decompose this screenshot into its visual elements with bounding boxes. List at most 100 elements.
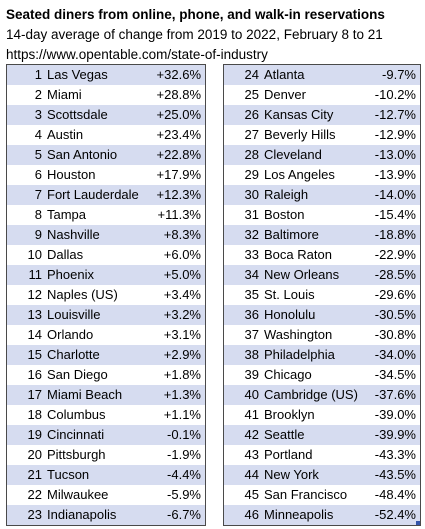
- table-row[interactable]: 1 Las Vegas +32.6%: [7, 65, 205, 85]
- table-row[interactable]: 33 Boca Raton -22.9%: [224, 245, 420, 265]
- rank-cell[interactable]: 11: [28, 267, 43, 282]
- rank-cell[interactable]: 3: [34, 107, 42, 122]
- city-cell[interactable]: Columbus: [47, 407, 106, 422]
- table-row[interactable]: 35 St. Louis -29.6%: [224, 285, 420, 305]
- change-cell[interactable]: -6.7%: [167, 507, 201, 522]
- change-cell[interactable]: -10.2%: [374, 87, 416, 102]
- city-cell[interactable]: Fort Lauderdale: [47, 187, 139, 202]
- city-cell[interactable]: San Francisco: [264, 487, 348, 502]
- table-row[interactable]: 23 Indianapolis -6.7%: [7, 505, 205, 525]
- city-cell[interactable]: Miami: [47, 87, 82, 102]
- rank-cell[interactable]: 45: [244, 487, 259, 502]
- change-cell[interactable]: +1.8%: [163, 367, 201, 382]
- rank-cell[interactable]: 17: [27, 387, 42, 402]
- city-cell[interactable]: Dallas: [47, 247, 84, 262]
- rank-cell[interactable]: 44: [244, 467, 259, 482]
- rank-cell[interactable]: 23: [27, 507, 42, 522]
- city-cell[interactable]: New York: [264, 467, 319, 482]
- city-cell[interactable]: Minneapolis: [264, 507, 334, 522]
- rank-cell[interactable]: 36: [244, 307, 259, 322]
- fill-handle-icon[interactable]: [416, 521, 420, 525]
- table-row[interactable]: 5 San Antonio +22.8%: [7, 145, 205, 165]
- city-cell[interactable]: Tucson: [47, 467, 90, 482]
- rank-cell[interactable]: 4: [34, 127, 42, 142]
- city-cell[interactable]: Houston: [47, 167, 96, 182]
- city-cell[interactable]: San Diego: [47, 367, 108, 382]
- table-row[interactable]: 36 Honolulu -30.5%: [224, 305, 420, 325]
- city-cell[interactable]: Louisville: [47, 307, 101, 322]
- city-cell[interactable]: Orlando: [47, 327, 94, 342]
- city-cell[interactable]: Denver: [264, 87, 306, 102]
- rank-cell[interactable]: 14: [27, 327, 42, 342]
- change-cell[interactable]: +5.0%: [163, 267, 201, 282]
- change-cell[interactable]: -43.5%: [374, 467, 416, 482]
- change-cell[interactable]: -13.0%: [374, 147, 416, 162]
- rank-cell[interactable]: 16: [27, 367, 42, 382]
- rank-cell[interactable]: 35: [244, 287, 259, 302]
- rank-cell[interactable]: 43: [244, 447, 259, 462]
- rank-cell[interactable]: 1: [34, 67, 42, 82]
- rank-cell[interactable]: 34: [244, 267, 259, 282]
- city-cell[interactable]: Honolulu: [264, 307, 316, 322]
- change-cell[interactable]: +3.1%: [163, 327, 201, 342]
- table-row[interactable]: 11 Phoenix +5.0%: [7, 265, 205, 285]
- rank-cell[interactable]: 40: [244, 387, 259, 402]
- change-cell[interactable]: -13.9%: [374, 167, 416, 182]
- city-cell[interactable]: Naples (US): [47, 287, 118, 302]
- city-cell[interactable]: Boca Raton: [264, 247, 332, 262]
- city-cell[interactable]: Nashville: [47, 227, 100, 242]
- city-cell[interactable]: Austin: [47, 127, 84, 142]
- city-cell[interactable]: Las Vegas: [47, 67, 108, 82]
- change-cell[interactable]: +25.0%: [156, 107, 201, 122]
- table-row[interactable]: 34 New Orleans -28.5%: [224, 265, 420, 285]
- city-cell[interactable]: Boston: [264, 207, 305, 222]
- rank-cell[interactable]: 22: [27, 487, 42, 502]
- change-cell[interactable]: -30.8%: [374, 327, 416, 342]
- change-cell[interactable]: -37.6%: [374, 387, 416, 402]
- change-cell[interactable]: +11.3%: [157, 207, 202, 222]
- rank-cell[interactable]: 2: [34, 87, 42, 102]
- city-cell[interactable]: Miami Beach: [47, 387, 123, 402]
- rank-cell[interactable]: 8: [34, 207, 42, 222]
- rank-cell[interactable]: 42: [244, 427, 259, 442]
- table-row[interactable]: 19 Cincinnati -0.1%: [7, 425, 205, 445]
- city-cell[interactable]: Scottsdale: [47, 107, 108, 122]
- change-cell[interactable]: -29.6%: [374, 287, 416, 302]
- change-cell[interactable]: -34.0%: [374, 347, 416, 362]
- change-cell[interactable]: +6.0%: [163, 247, 201, 262]
- change-cell[interactable]: +3.2%: [163, 307, 201, 322]
- rank-cell[interactable]: 38: [244, 347, 259, 362]
- city-cell[interactable]: Tampa: [47, 207, 87, 222]
- change-cell[interactable]: -22.9%: [374, 247, 416, 262]
- rank-cell[interactable]: 37: [244, 327, 259, 342]
- change-cell[interactable]: -28.5%: [374, 267, 416, 282]
- table-row[interactable]: 27 Beverly Hills -12.9%: [224, 125, 420, 145]
- change-cell[interactable]: +1.3%: [163, 387, 201, 402]
- change-cell[interactable]: -34.5%: [374, 367, 416, 382]
- rank-cell[interactable]: 28: [244, 147, 259, 162]
- table-row[interactable]: 29 Los Angeles -13.9%: [224, 165, 420, 185]
- city-cell[interactable]: Milwaukee: [47, 487, 109, 502]
- table-row[interactable]: 16 San Diego +1.8%: [7, 365, 205, 385]
- table-row[interactable]: 13 Louisville +3.2%: [7, 305, 205, 325]
- rank-cell[interactable]: 26: [244, 107, 259, 122]
- rank-cell[interactable]: 10: [27, 247, 42, 262]
- table-row[interactable]: 43 Portland -43.3%: [224, 445, 420, 465]
- table-row[interactable]: 9 Nashville +8.3%: [7, 225, 205, 245]
- table-row[interactable]: 4 Austin +23.4%: [7, 125, 205, 145]
- table-row[interactable]: 21 Tucson -4.4%: [7, 465, 205, 485]
- change-cell[interactable]: -12.7%: [374, 107, 416, 122]
- city-cell[interactable]: Brooklyn: [264, 407, 315, 422]
- rank-cell[interactable]: 12: [27, 287, 42, 302]
- change-cell[interactable]: -4.4%: [167, 467, 201, 482]
- rank-cell[interactable]: 32: [244, 227, 259, 242]
- change-cell[interactable]: -9.7%: [382, 67, 416, 82]
- city-cell[interactable]: Seattle: [264, 427, 305, 442]
- rank-cell[interactable]: 7: [34, 187, 42, 202]
- rank-cell[interactable]: 19: [27, 427, 42, 442]
- change-cell[interactable]: -15.4%: [374, 207, 416, 222]
- city-cell[interactable]: Charlotte: [47, 347, 100, 362]
- table-row[interactable]: 20 Pittsburgh -1.9%: [7, 445, 205, 465]
- change-cell[interactable]: +12.3%: [156, 187, 201, 202]
- change-cell[interactable]: -39.9%: [374, 427, 416, 442]
